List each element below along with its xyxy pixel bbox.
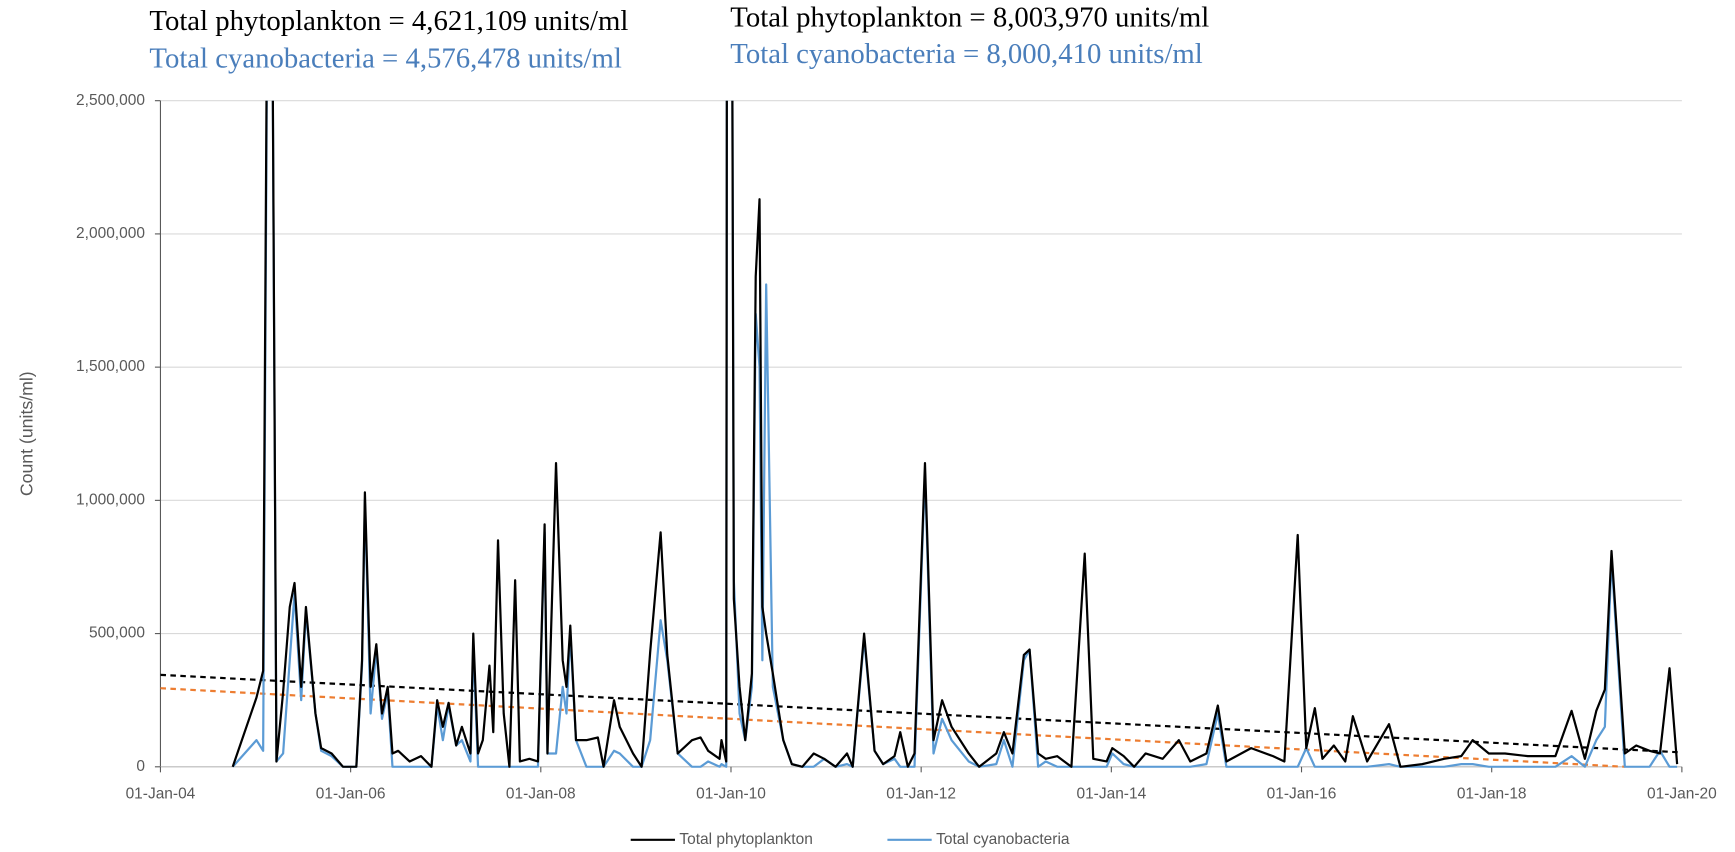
y-tick-label: 2,500,000 (76, 92, 145, 109)
x-tick-label: 01-Jan-14 (1076, 786, 1146, 803)
x-tick-label: 01-Jan-18 (1457, 786, 1527, 803)
y-axis-title: Count (units/ml) (16, 371, 36, 496)
y-tick-label: 1,500,000 (76, 358, 145, 375)
x-tick-label: 01-Jan-20 (1647, 786, 1717, 803)
x-tick-label: 01-Jan-06 (316, 786, 386, 803)
x-tick-label: 01-Jan-16 (1267, 786, 1337, 803)
y-tick-label: 2,000,000 (76, 225, 145, 242)
x-tick-label: 01-Jan-08 (506, 786, 576, 803)
plot-area (160, 100, 1682, 768)
annotation: Total cyanobacteria = 4,576,478 units/ml (149, 42, 622, 74)
series-line (231, 100, 1678, 768)
x-tick-label: 01-Jan-12 (886, 786, 956, 803)
trendline (160, 673, 1682, 754)
annotation: Total phytoplankton = 8,003,970 units/ml (730, 2, 1209, 34)
trendline (160, 687, 1625, 768)
x-tick-label: 01-Jan-10 (696, 786, 766, 803)
legend-label: Total cyanobacteria (936, 831, 1070, 848)
legend-label: Total phytoplankton (679, 831, 812, 848)
y-tick-label: 0 (136, 758, 145, 775)
annotation: Total phytoplankton = 4,621,109 units/ml (149, 5, 628, 37)
series-line (231, 100, 1679, 768)
x-tick-label: 01-Jan-04 (126, 786, 196, 803)
annotation: Total cyanobacteria = 8,000,410 units/ml (730, 38, 1203, 70)
y-tick-label: 1,000,000 (76, 491, 145, 508)
y-tick-label: 500,000 (89, 625, 145, 642)
